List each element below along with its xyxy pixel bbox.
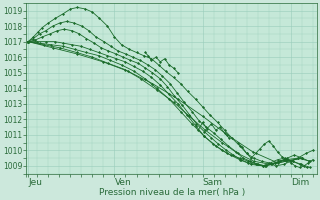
- X-axis label: Pression niveau de la mer( hPa ): Pression niveau de la mer( hPa ): [99, 188, 245, 197]
